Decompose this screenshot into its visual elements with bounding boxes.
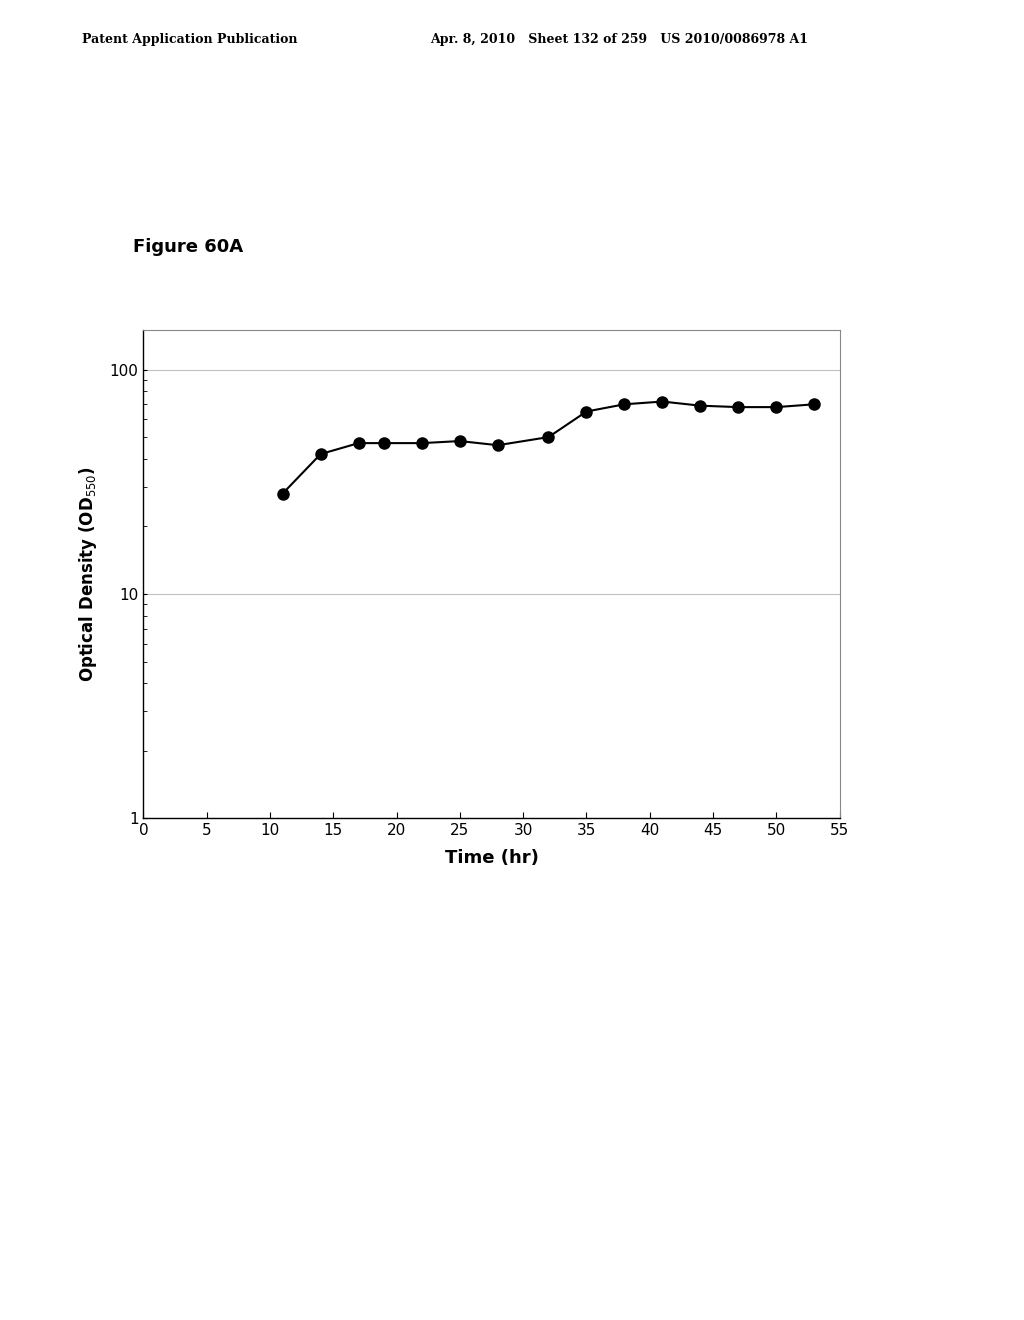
Text: Apr. 8, 2010   Sheet 132 of 259   US 2010/0086978 A1: Apr. 8, 2010 Sheet 132 of 259 US 2010/00… [430, 33, 808, 46]
Y-axis label: Optical Density (OD$_{550}$): Optical Density (OD$_{550}$) [77, 466, 98, 682]
Text: Patent Application Publication: Patent Application Publication [82, 33, 297, 46]
Text: Figure 60A: Figure 60A [133, 238, 244, 256]
X-axis label: Time (hr): Time (hr) [444, 849, 539, 867]
